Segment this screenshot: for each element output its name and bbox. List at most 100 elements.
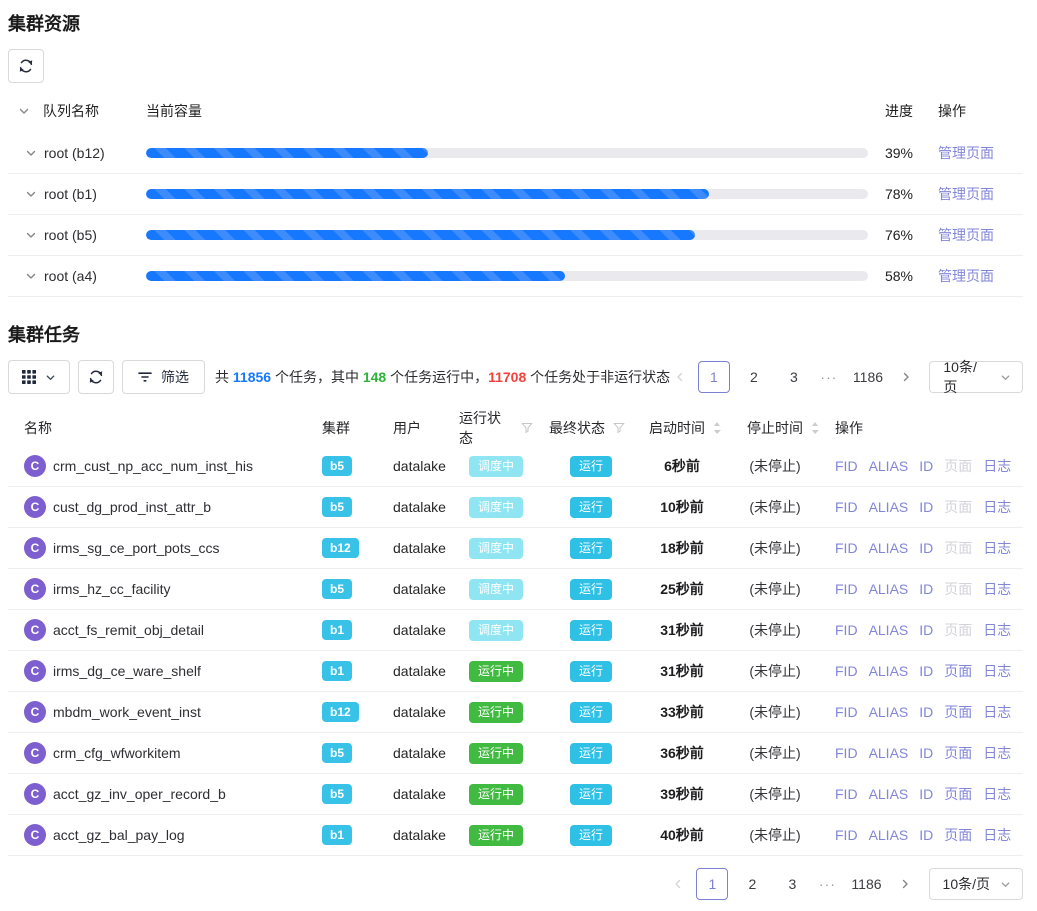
progress-fill — [146, 148, 428, 158]
task-rows: C crm_cust_np_acc_num_inst_his b5 datala… — [8, 446, 1023, 856]
pagination-page-2[interactable]: 2 — [750, 369, 758, 385]
log-link[interactable]: 日志 — [983, 499, 1012, 515]
task-user: datalake — [393, 786, 446, 802]
fid-link[interactable]: FID — [835, 745, 858, 761]
funnel-filter-icon[interactable] — [613, 422, 625, 434]
final-status-badge: 运行 — [569, 537, 612, 559]
row-expand-toggle[interactable] — [25, 229, 37, 241]
fid-link[interactable]: FID — [835, 540, 858, 556]
id-link[interactable]: ID — [919, 786, 934, 802]
page-link[interactable]: 页面 — [944, 622, 973, 638]
pagination-page-1[interactable]: 1 — [697, 361, 730, 393]
row-expand-toggle[interactable] — [25, 147, 37, 159]
id-link[interactable]: ID — [919, 499, 934, 515]
sorter-icon[interactable] — [713, 421, 721, 435]
id-link[interactable]: ID — [919, 622, 934, 638]
pagination-last-page[interactable]: 1186 — [851, 876, 882, 892]
sorter-icon[interactable] — [811, 421, 819, 435]
alias-link[interactable]: ALIAS — [868, 458, 909, 474]
fid-link[interactable]: FID — [835, 827, 858, 843]
fid-link[interactable]: FID — [835, 581, 858, 597]
fid-link[interactable]: FID — [835, 622, 858, 638]
alias-link[interactable]: ALIAS — [868, 499, 909, 515]
id-link[interactable]: ID — [919, 827, 934, 843]
manage-page-link[interactable]: 管理页面 — [938, 186, 994, 202]
page-link[interactable]: 页面 — [944, 827, 973, 843]
page-link[interactable]: 页面 — [944, 540, 973, 556]
fid-link[interactable]: FID — [835, 663, 858, 679]
task-name: irms_hz_cc_facility — [53, 581, 171, 597]
alias-link[interactable]: ALIAS — [868, 622, 909, 638]
fid-link[interactable]: FID — [835, 704, 858, 720]
pagination-last-page[interactable]: 1186 — [852, 369, 884, 385]
chevron-down-icon — [18, 105, 30, 117]
grid-icon — [22, 370, 36, 384]
pagination-next-button[interactable] — [895, 868, 915, 900]
page-link[interactable]: 页面 — [944, 745, 973, 761]
fid-link[interactable]: FID — [835, 499, 858, 515]
collapse-all-toggle[interactable] — [18, 105, 30, 117]
resources-refresh-button[interactable] — [8, 49, 44, 83]
log-link[interactable]: 日志 — [983, 704, 1012, 720]
log-link[interactable]: 日志 — [983, 663, 1012, 679]
start-time: 6秒前 — [664, 458, 700, 474]
page-link[interactable]: 页面 — [944, 663, 973, 679]
pagination-page-1[interactable]: 1 — [696, 868, 729, 900]
alias-link[interactable]: ALIAS — [868, 786, 909, 802]
row-expand-toggle[interactable] — [25, 188, 37, 200]
pagination-page-3[interactable]: 3 — [788, 876, 797, 892]
log-link[interactable]: 日志 — [983, 540, 1012, 556]
page-link[interactable]: 页面 — [944, 499, 973, 515]
final-status-badge: 运行 — [569, 578, 612, 600]
log-link[interactable]: 日志 — [983, 581, 1012, 597]
fid-link[interactable]: FID — [835, 458, 858, 474]
log-link[interactable]: 日志 — [983, 786, 1012, 802]
alias-link[interactable]: ALIAS — [868, 663, 909, 679]
manage-page-link[interactable]: 管理页面 — [938, 268, 994, 284]
page-link[interactable]: 页面 — [944, 458, 973, 474]
capacity-progress-bar — [146, 148, 868, 158]
refresh-icon — [88, 369, 104, 385]
tasks-refresh-button[interactable] — [78, 360, 114, 394]
log-link[interactable]: 日志 — [983, 458, 1012, 474]
log-link[interactable]: 日志 — [983, 622, 1012, 638]
log-link[interactable]: 日志 — [983, 827, 1012, 843]
pagination-page-2[interactable]: 2 — [748, 876, 757, 892]
alias-link[interactable]: ALIAS — [868, 827, 909, 843]
pagination-ellipsis[interactable]: ··· — [818, 876, 836, 892]
col-user: 用户 — [393, 420, 421, 436]
id-link[interactable]: ID — [919, 704, 934, 720]
page-size-select[interactable]: 10条/页 — [928, 868, 1023, 900]
id-link[interactable]: ID — [919, 540, 934, 556]
funnel-filter-icon[interactable] — [521, 422, 533, 434]
manage-page-link[interactable]: 管理页面 — [938, 227, 994, 243]
stop-time: (未停止) — [749, 581, 801, 597]
page-link[interactable]: 页面 — [944, 786, 973, 802]
pagination-next-button[interactable] — [896, 361, 916, 393]
manage-page-link[interactable]: 管理页面 — [938, 145, 994, 161]
filter-button[interactable]: 筛选 — [122, 360, 205, 394]
alias-link[interactable]: ALIAS — [868, 745, 909, 761]
page-size-select[interactable]: 10条/页 — [929, 359, 1023, 395]
refresh-icon — [18, 58, 34, 74]
pagination-page-3[interactable]: 3 — [790, 369, 798, 385]
task-user: datalake — [393, 622, 446, 638]
column-settings-button[interactable] — [8, 360, 70, 394]
fid-link[interactable]: FID — [835, 786, 858, 802]
pagination-prev-button[interactable] — [668, 868, 688, 900]
id-link[interactable]: ID — [919, 581, 934, 597]
task-user: datalake — [393, 458, 446, 474]
alias-link[interactable]: ALIAS — [868, 581, 909, 597]
task-avatar: C — [24, 783, 46, 805]
log-link[interactable]: 日志 — [983, 745, 1012, 761]
alias-link[interactable]: ALIAS — [868, 540, 909, 556]
id-link[interactable]: ID — [919, 745, 934, 761]
alias-link[interactable]: ALIAS — [868, 704, 909, 720]
id-link[interactable]: ID — [919, 663, 934, 679]
page-link[interactable]: 页面 — [944, 704, 973, 720]
row-expand-toggle[interactable] — [25, 270, 37, 282]
pagination-ellipsis[interactable]: ··· — [820, 369, 838, 385]
id-link[interactable]: ID — [919, 458, 934, 474]
page-link[interactable]: 页面 — [944, 581, 973, 597]
pagination-prev-button[interactable] — [670, 361, 690, 393]
